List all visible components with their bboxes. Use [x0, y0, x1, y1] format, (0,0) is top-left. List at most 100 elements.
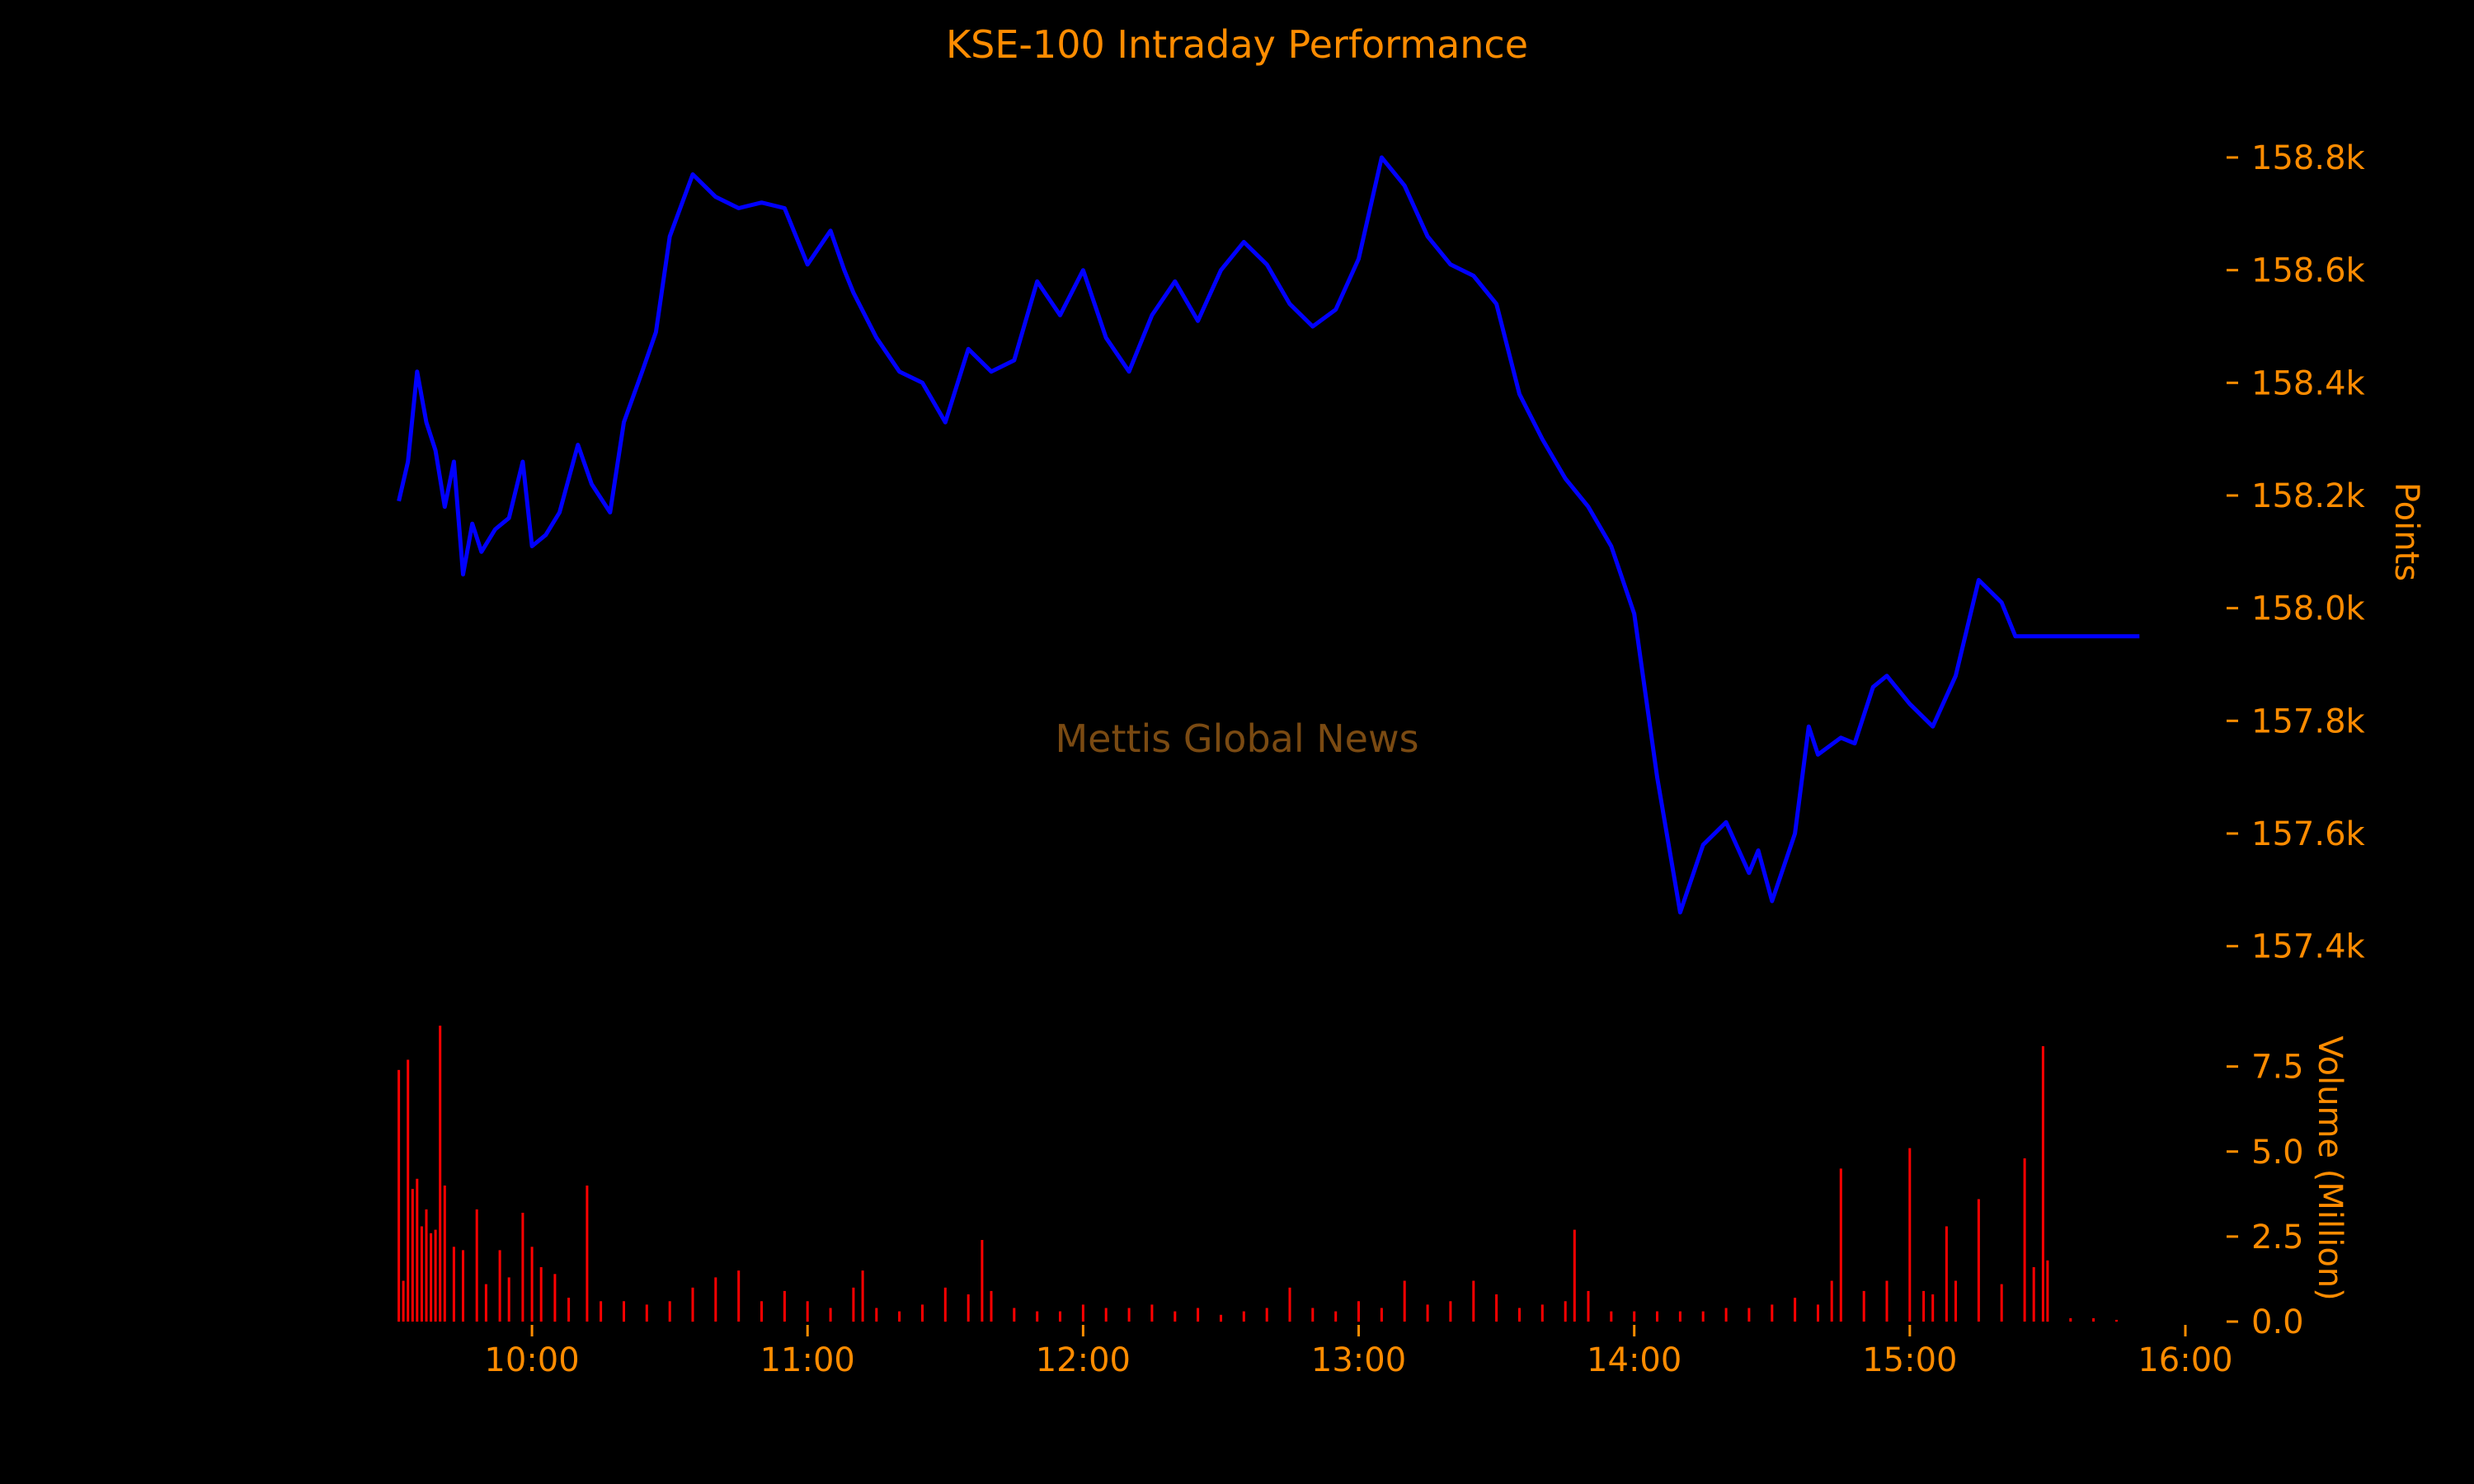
- volume-bar: [2032, 1267, 2035, 1322]
- volume-bar: [1449, 1301, 1452, 1322]
- volume-bar: [1908, 1148, 1912, 1322]
- volume-tick-label: 5.0: [2251, 1134, 2304, 1172]
- chart-title: KSE-100 Intraday Performance: [946, 22, 1528, 67]
- volume-bar: [434, 1229, 437, 1322]
- volume-bar: [852, 1287, 855, 1322]
- volume-bar: [1678, 1311, 1681, 1322]
- price-axis-label: Points: [2387, 482, 2425, 581]
- price-tick-label: 157.8k: [2251, 702, 2366, 740]
- volume-bar: [553, 1274, 557, 1322]
- volume-bar: [1380, 1308, 1383, 1322]
- volume-bar: [1357, 1301, 1360, 1322]
- volume-bar: [1817, 1304, 1819, 1322]
- volume-bar: [760, 1301, 763, 1322]
- volume-bar: [1747, 1308, 1751, 1322]
- volume-bar: [861, 1270, 864, 1322]
- price-tick-label: 158.2k: [2251, 477, 2366, 515]
- time-tick-label: 14:00: [1587, 1341, 1681, 1379]
- volume-bar: [407, 1059, 410, 1322]
- volume-bar: [1540, 1304, 1544, 1322]
- volume-bar: [623, 1301, 625, 1322]
- volume-bar: [443, 1186, 446, 1322]
- volume-bar: [402, 1280, 405, 1322]
- volume-bar: [1220, 1314, 1222, 1322]
- volume-bar: [430, 1233, 433, 1322]
- volume-bar: [1059, 1311, 1061, 1322]
- volume-bar: [990, 1290, 993, 1322]
- price-tick-label: 158.6k: [2251, 252, 2366, 290]
- price-tick-label: 158.0k: [2251, 590, 2366, 628]
- volume-bar: [1403, 1280, 1406, 1322]
- volume-bar: [416, 1178, 419, 1322]
- price-tick-label: 157.4k: [2251, 928, 2366, 966]
- volume-bar: [1794, 1298, 1797, 1322]
- time-tick-label: 11:00: [760, 1341, 855, 1379]
- volume-bar: [921, 1304, 924, 1322]
- volume-bar: [967, 1294, 970, 1322]
- volume-bar: [1830, 1280, 1833, 1322]
- volume-bar: [1150, 1304, 1154, 1322]
- price-tick-label: 158.4k: [2251, 364, 2366, 402]
- volume-bar: [981, 1240, 984, 1322]
- volume-bar: [2041, 1045, 2044, 1322]
- volume-bar: [1013, 1308, 1016, 1322]
- volume-bar: [1174, 1311, 1177, 1322]
- volume-bar: [898, 1311, 901, 1322]
- volume-bar: [1036, 1311, 1039, 1322]
- volume-bar: [1771, 1304, 1774, 1322]
- volume-bar: [1334, 1311, 1338, 1322]
- volume-bar: [668, 1301, 671, 1322]
- volume-bar: [1472, 1280, 1475, 1322]
- volume-bar: [1104, 1308, 1108, 1322]
- volume-bar: [2092, 1317, 2095, 1322]
- volume-bar: [420, 1226, 423, 1322]
- volume-bar: [1265, 1308, 1268, 1322]
- volume-bar: [943, 1287, 947, 1322]
- volume-bar: [1862, 1290, 1865, 1322]
- volume-bar: [1922, 1290, 1926, 1322]
- time-tick-label: 12:00: [1036, 1341, 1131, 1379]
- volume-bar: [1977, 1199, 1980, 1322]
- volume-bar: [411, 1189, 414, 1322]
- volume-bar: [397, 1069, 401, 1322]
- volume-tick-label: 0.0: [2251, 1303, 2304, 1341]
- volume-bar: [452, 1247, 455, 1322]
- price-panel: 157.4k 157.6k 157.8k 158.0k 158.2k 158.4k 158.…: [397, 139, 2366, 966]
- volume-bar: [691, 1287, 694, 1322]
- volume-bar: [521, 1213, 524, 1322]
- volume-bar: [1954, 1280, 1957, 1322]
- volume-bar: [1081, 1304, 1084, 1322]
- volume-axis-label: Volume (Million): [2311, 1036, 2349, 1300]
- volume-bar: [539, 1267, 543, 1322]
- volume-bar: [2115, 1319, 2118, 1322]
- volume-bar: [1518, 1308, 1521, 1322]
- volume-bar: [1495, 1294, 1498, 1322]
- volume-bar: [586, 1186, 589, 1322]
- price-line: [397, 155, 2140, 915]
- volume-bar: [1931, 1294, 1935, 1322]
- volume-bar: [2069, 1317, 2072, 1322]
- volume-bar: [1839, 1168, 1842, 1322]
- volume-bar: [1885, 1280, 1888, 1322]
- volume-bar: [1197, 1308, 1200, 1322]
- volume-bar: [1426, 1304, 1429, 1322]
- volume-bar: [484, 1284, 487, 1322]
- volume-bar: [2023, 1158, 2026, 1322]
- price-tick-label: 158.8k: [2251, 139, 2366, 177]
- volume-tick-label: 7.5: [2251, 1049, 2304, 1087]
- volume-bar: [475, 1209, 478, 1322]
- volume-bar: [875, 1308, 878, 1322]
- volume-panel: 0.0 2.5 5.0 7.5 10:00 11:00 12:00 13:00 14:00 15:…: [397, 1026, 2304, 1379]
- volume-bar: [829, 1308, 832, 1322]
- time-tick-label: 16:00: [2138, 1341, 2232, 1379]
- volume-bar: [1945, 1226, 1948, 1322]
- volume-bar: [1656, 1311, 1658, 1322]
- volume-bar: [737, 1270, 741, 1322]
- volume-bar: [1288, 1287, 1291, 1322]
- volume-bar: [2046, 1260, 2049, 1322]
- volume-bar: [439, 1026, 442, 1322]
- volume-bar: [600, 1301, 603, 1322]
- volume-bar: [507, 1277, 510, 1322]
